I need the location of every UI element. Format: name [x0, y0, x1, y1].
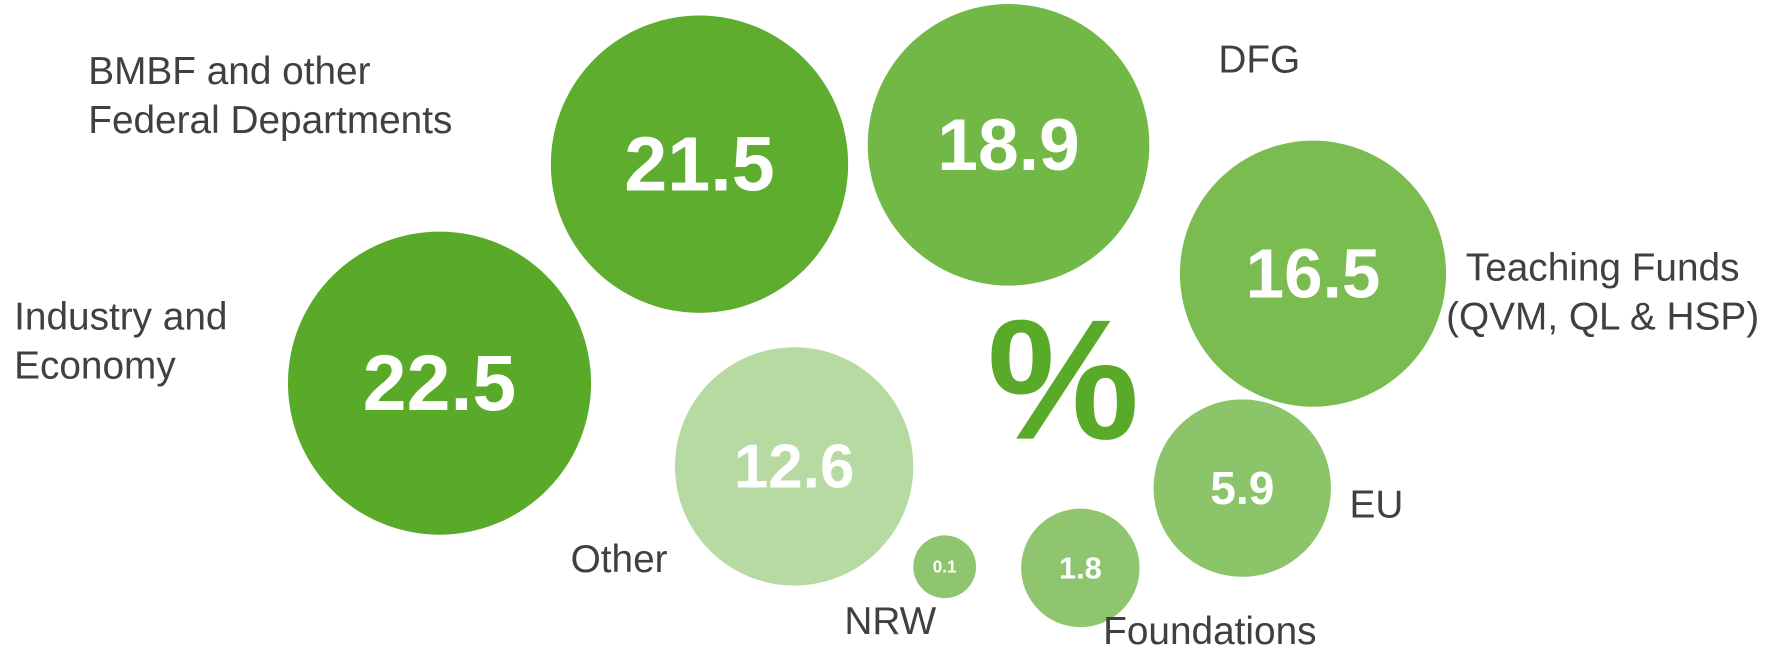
category-label: EU — [1350, 484, 1404, 527]
category-label-line: NRW — [844, 600, 936, 643]
value-label: 0.1 — [933, 558, 957, 577]
category-label-line: BMBF and other — [88, 50, 370, 93]
category-label-line: Foundations — [1103, 610, 1316, 650]
value-label: 22.5 — [363, 339, 516, 427]
value-label: 21.5 — [624, 122, 774, 208]
category-label-line: (QVM, QL & HSP) — [1446, 296, 1759, 339]
value-label: 1.8 — [1059, 550, 1102, 585]
category-label: DFG — [1218, 39, 1300, 82]
category-label-line: Teaching Funds — [1466, 246, 1740, 289]
value-label: 5.9 — [1210, 462, 1274, 514]
value-label: 12.6 — [734, 433, 855, 502]
bubble — [1021, 508, 1140, 628]
value-label: 18.9 — [937, 104, 1079, 186]
bubble — [913, 535, 977, 599]
bubble — [550, 15, 849, 313]
bubble — [675, 347, 914, 586]
value-label: 16.5 — [1246, 234, 1381, 312]
unit-mark: % — [987, 285, 1139, 476]
category-label-line: DFG — [1218, 39, 1300, 82]
category-label-line: Industry and — [14, 296, 227, 339]
category-label-line: Federal Departments — [88, 99, 452, 142]
category-label: Other — [571, 538, 668, 581]
category-label: BMBF and other Federal Departments — [88, 50, 452, 142]
bubble — [287, 231, 592, 535]
category-label: NRW — [844, 600, 936, 643]
bubble — [1153, 399, 1332, 577]
bubble — [1179, 140, 1447, 407]
category-label: Foundations — [1103, 610, 1316, 650]
category-label-line: Economy — [14, 345, 176, 388]
category-label: Industry and Economy — [14, 296, 227, 388]
category-label-line: EU — [1350, 484, 1404, 527]
category-label-line: Other — [571, 538, 668, 581]
category-label: Teaching Funds (QVM, QL & HSP) — [1446, 246, 1759, 338]
bubble — [867, 4, 1150, 286]
